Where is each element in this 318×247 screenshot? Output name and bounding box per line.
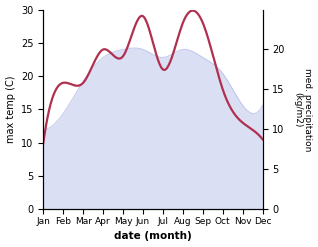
X-axis label: date (month): date (month) xyxy=(114,231,192,242)
Y-axis label: max temp (C): max temp (C) xyxy=(5,76,16,143)
Y-axis label: med. precipitation
(kg/m2): med. precipitation (kg/m2) xyxy=(293,68,313,151)
